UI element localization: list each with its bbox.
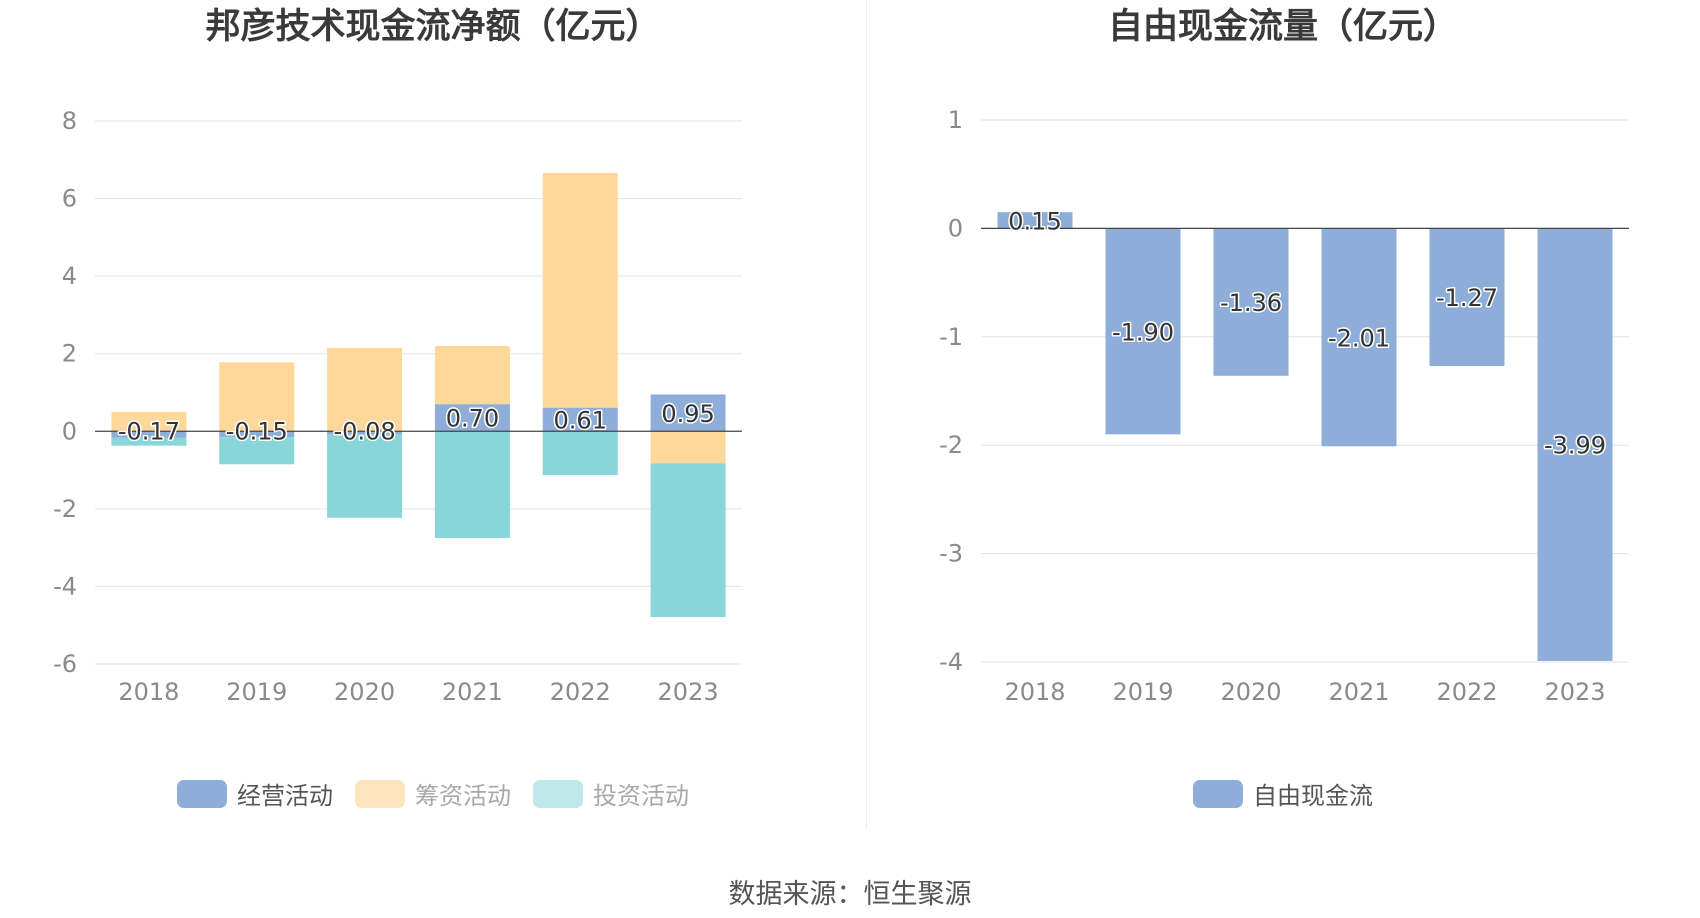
- y-tick-label: 4: [62, 262, 77, 290]
- bar: [219, 362, 295, 432]
- legend-label: 经营活动: [237, 782, 333, 810]
- bar: [1213, 228, 1289, 376]
- bar: [434, 404, 510, 432]
- bar: [111, 431, 187, 438]
- legend-item-free-cash-flow[interactable]: 自由现金流: [1193, 776, 1373, 811]
- bar: [650, 394, 726, 432]
- data-label: -3.99: [1544, 432, 1606, 460]
- data-source-note: 数据来源：恒生聚源: [728, 879, 972, 910]
- legend-label: 自由现金流: [1253, 782, 1373, 810]
- chart-title: 自由现金流量（亿元）: [1107, 7, 1458, 47]
- x-tick-label: 2020: [1220, 678, 1281, 706]
- data-label: -2.01: [1328, 324, 1390, 352]
- y-tick-label: 0: [948, 214, 963, 242]
- cash-flow-chart: 8 6 4 2 0 -2 -4 -6 2018 2019 2020 2021 2022 2023 -0.17…: [53, 107, 742, 706]
- y-tick-label: 6: [62, 185, 77, 213]
- legend-item-financing[interactable]: 筹资活动: [355, 776, 511, 811]
- y-tick-label: -6: [53, 650, 77, 678]
- bar: [542, 172, 618, 408]
- legend-swatch: [533, 779, 583, 808]
- data-label: 0.70: [446, 405, 499, 433]
- x-tick-label: 2020: [334, 678, 395, 706]
- legend-item-operating[interactable]: 经营活动: [177, 776, 333, 811]
- y-tick-label: 2: [62, 340, 77, 368]
- x-tick-label: 2021: [442, 678, 503, 706]
- x-tick-label: 2018: [118, 678, 179, 706]
- legend: 经营活动 筹资活动 投资活动: [0, 776, 866, 811]
- bar: [434, 431, 510, 538]
- legend-item-investing[interactable]: 投资活动: [533, 776, 689, 811]
- data-label: -0.08: [334, 417, 396, 445]
- bar: [650, 431, 726, 464]
- y-tick-label: -1: [939, 323, 963, 351]
- data-label: -0.15: [226, 417, 288, 445]
- y-tick-label: -4: [53, 572, 77, 600]
- x-tick-label: 2023: [1544, 678, 1605, 706]
- x-tick-label: 2019: [1112, 678, 1173, 706]
- bar: [1537, 228, 1613, 661]
- x-tick-label: 2022: [1436, 678, 1497, 706]
- legend-label: 投资活动: [593, 782, 689, 810]
- data-label: -1.36: [1220, 289, 1282, 317]
- chart-title: 邦彦技术现金流净额（亿元）: [205, 7, 661, 47]
- data-label: 0.95: [661, 400, 714, 428]
- bar: [327, 434, 403, 518]
- bar: [327, 431, 403, 435]
- free-cash-flow-chart: 1 0 -1 -2 -3 -4 2018 2019 2020 2021 2022 2023 0.15 -1…: [939, 106, 1629, 706]
- data-label: 0.61: [554, 406, 607, 434]
- data-label: 0.15: [1008, 207, 1061, 235]
- bar: [219, 431, 295, 438]
- bar: [111, 437, 187, 446]
- y-tick-label: -2: [939, 431, 963, 459]
- bar: [650, 463, 726, 618]
- x-tick-label: 2018: [1004, 678, 1065, 706]
- x-tick-label: 2022: [550, 678, 611, 706]
- free-cash-flow-chart-panel: 自由现金流量（亿元） 1 0 -1 -2 -3 -4 2018 2019 2020 2021 202…: [866, 0, 1700, 830]
- legend-swatch: [1193, 779, 1243, 808]
- bar: [997, 212, 1073, 229]
- data-label: -1.90: [1112, 318, 1174, 346]
- panel-divider: [866, 0, 867, 830]
- bar: [1105, 228, 1181, 435]
- y-tick-label: 8: [62, 107, 77, 135]
- y-tick-label: -3: [939, 540, 963, 568]
- bar: [1429, 228, 1505, 367]
- x-tick-label: 2021: [1328, 678, 1389, 706]
- y-tick-label: 0: [62, 417, 77, 445]
- bar: [219, 437, 295, 465]
- bar: [111, 411, 187, 432]
- y-tick-label: -2: [53, 495, 77, 523]
- bar: [542, 431, 618, 476]
- legend: 自由现金流: [866, 776, 1700, 811]
- bar: [327, 347, 403, 432]
- legend-label: 筹资活动: [415, 782, 511, 810]
- x-tick-label: 2019: [226, 678, 287, 706]
- bar: [542, 407, 618, 432]
- legend-swatch: [355, 779, 405, 808]
- data-label: -1.27: [1436, 284, 1498, 312]
- bar: [1321, 228, 1397, 447]
- legend-swatch: [177, 779, 227, 808]
- bar: [434, 345, 510, 405]
- y-tick-label: 1: [948, 106, 963, 134]
- data-label: -0.17: [118, 417, 180, 445]
- cash-flow-chart-panel: 邦彦技术现金流净额（亿元） 8 6 4 2 0 -2 -4 -6 2018 2019 2020 202…: [0, 0, 866, 830]
- x-tick-label: 2023: [658, 678, 719, 706]
- y-tick-label: -4: [939, 648, 963, 676]
